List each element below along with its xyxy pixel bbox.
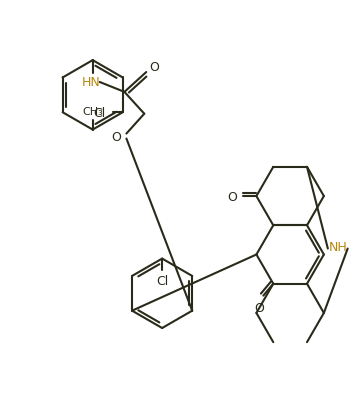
Text: O: O [112,131,121,144]
Text: HN: HN [81,76,100,89]
Text: CH₃: CH₃ [82,106,103,117]
Text: O: O [149,61,159,73]
Text: O: O [228,190,238,203]
Text: NH: NH [328,240,347,254]
Text: Cl: Cl [93,106,105,119]
Text: Cl: Cl [156,274,168,287]
Text: O: O [255,301,264,314]
